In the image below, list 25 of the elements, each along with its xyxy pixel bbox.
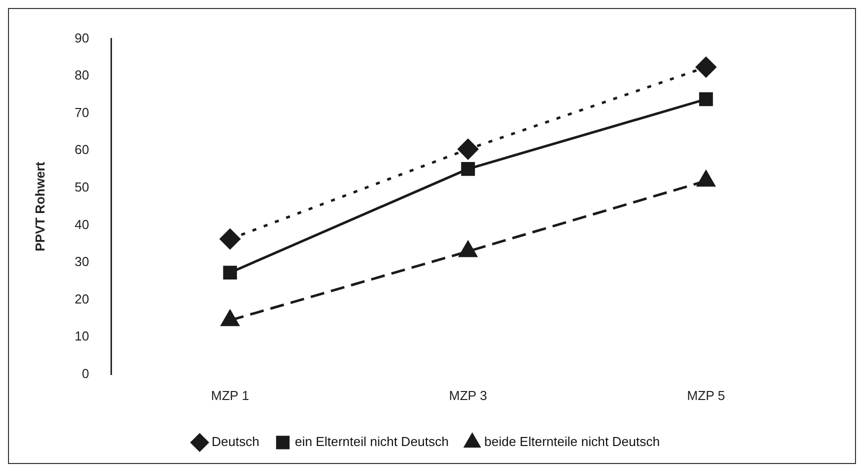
y-tick-label: 0 — [82, 366, 90, 381]
y-tick-label: 70 — [74, 104, 90, 120]
point — [699, 92, 713, 106]
x-tick-label: MZP 1 — [211, 388, 250, 403]
point — [458, 241, 478, 258]
legend-label: ein Elternteil nicht Deutsch — [294, 434, 449, 450]
y-axis-title: PPVT Rohwert — [32, 161, 48, 252]
point — [461, 162, 475, 176]
y-tick-label: 90 — [74, 30, 90, 46]
legend-label: beide Elternteile nicht Deutsch — [484, 434, 660, 450]
point — [223, 266, 237, 280]
y-tick-label: 10 — [74, 328, 90, 344]
y-tick-label: 40 — [74, 216, 90, 232]
y-tick-label: 50 — [74, 180, 90, 195]
legend-label: Deutsch — [212, 434, 260, 450]
point — [221, 310, 240, 326]
x-tick-label: MZP 3 — [449, 388, 488, 403]
point — [458, 138, 478, 160]
y-tick-label: 30 — [74, 254, 90, 270]
point — [220, 228, 240, 250]
x-tick-label: MZP 5 — [686, 388, 726, 403]
y-tick-label: 60 — [74, 142, 90, 158]
point — [696, 56, 716, 78]
y-tick-label: 20 — [74, 291, 90, 306]
y-tick-label: 80 — [74, 68, 90, 83]
